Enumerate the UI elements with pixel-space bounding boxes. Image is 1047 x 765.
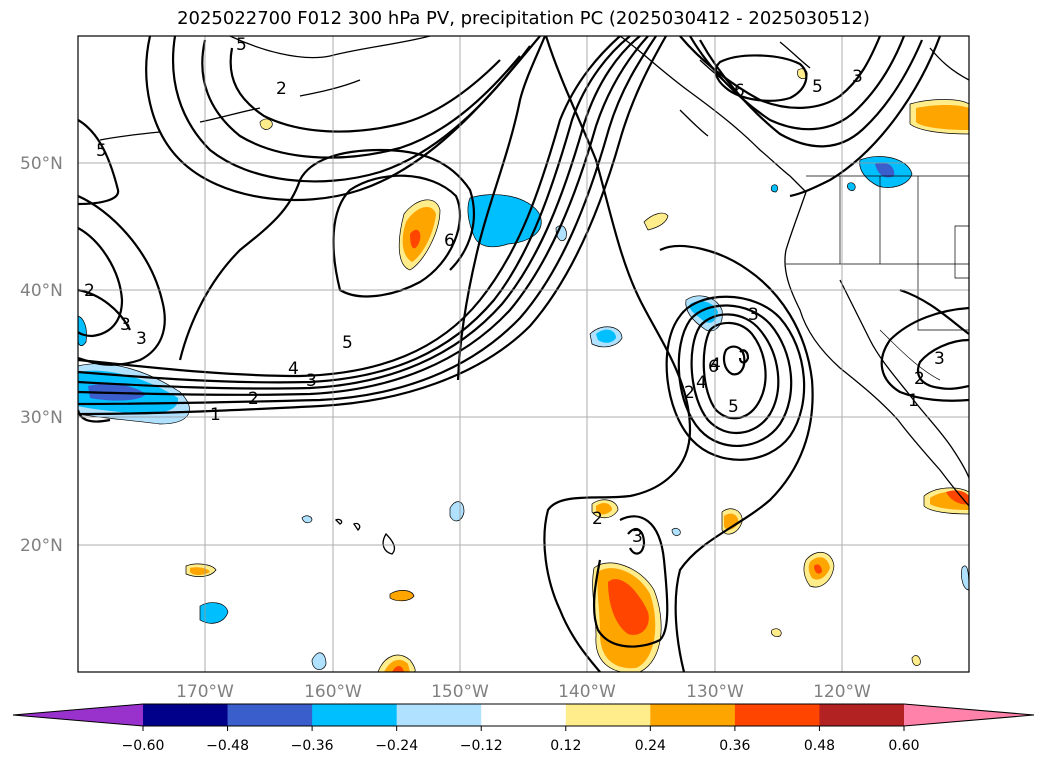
colorbar-tick-label: −0.36 [291, 738, 334, 754]
colorbar-segment [143, 704, 229, 726]
contour-label: 2 [276, 79, 287, 99]
lon-label-140w: 140°W [558, 682, 616, 702]
contour-label: 3 [632, 527, 643, 547]
contour-label: 2 [592, 509, 603, 529]
contour-label: 3 [120, 315, 131, 335]
contour-label: 5 [236, 35, 247, 55]
contour-label: 5 [812, 77, 823, 97]
lon-label-120w: 120°W [813, 682, 871, 702]
contour-label: 4 [710, 355, 721, 375]
colorbar-tick-label: 0.24 [635, 738, 666, 754]
longitude-labels: 170°W 160°W 150°W 140°W 130°W 120°W [176, 682, 871, 702]
lon-label-150w: 150°W [431, 682, 489, 702]
contour-label: 3 [306, 371, 317, 391]
colorbar-tick-label: −0.24 [375, 738, 418, 754]
contour-labels: 5 2 3 6 5 2 3 4 5 6 1 2 3 4 5 3 2 3 4 5 … [84, 35, 945, 547]
pv-contours [78, 36, 969, 672]
contour-label: 5 [342, 333, 353, 353]
lon-label-170w: 170°W [176, 682, 234, 702]
contour-label: 3 [136, 329, 147, 349]
colorbar-segment [481, 704, 567, 726]
contour-label: 1 [210, 405, 221, 425]
contour-label: 3 [748, 305, 759, 325]
colorbar-tick-label: 0.12 [550, 738, 581, 754]
lat-label-30: 30°N [20, 408, 63, 428]
contour-label: 3 [934, 349, 945, 369]
colorbar-tick-label: 0.60 [888, 738, 919, 754]
colorbar-tick-label: −0.12 [460, 738, 503, 754]
contour-label: 1 [908, 391, 919, 411]
lat-label-40: 40°N [20, 281, 63, 301]
contour-label: 3 [852, 67, 863, 87]
chart-title: 2025022700 F012 300 hPa PV, precipitatio… [177, 8, 870, 29]
contour-label: 2 [684, 383, 695, 403]
colorbar-segment [227, 704, 313, 726]
contour-label: 2 [248, 389, 259, 409]
map-area: 5 2 3 6 5 2 3 4 5 6 1 2 3 4 5 3 2 3 4 5 … [78, 35, 969, 672]
colorbar-tick-label: 0.48 [804, 738, 835, 754]
contour-label: 4 [288, 359, 299, 379]
gridlines [78, 36, 969, 672]
colorbar-tick-label: −0.48 [206, 738, 249, 754]
colorbar-extend-low [13, 704, 143, 726]
colorbar-segment [650, 704, 736, 726]
contour-label: 5 [96, 141, 107, 161]
colorbar-segment [819, 704, 905, 726]
contour-label: 2 [914, 369, 925, 389]
lon-label-130w: 130°W [686, 682, 744, 702]
coastlines [99, 36, 969, 555]
contour-label: 2 [84, 281, 95, 301]
lon-label-160w: 160°W [304, 682, 362, 702]
borders [786, 175, 969, 381]
latitude-labels: 50°N 40°N 30°N 20°N [20, 154, 63, 556]
lat-label-50: 50°N [20, 154, 63, 174]
map-frame [77, 35, 970, 673]
colorbar-segment [312, 704, 398, 726]
colorbar-segment [565, 704, 651, 726]
contour-label: 6 [708, 357, 719, 377]
contour-label: 4 [696, 373, 707, 393]
contour-label: 5 [728, 397, 739, 417]
colorbar-tick-label: −0.60 [122, 738, 165, 754]
colorbar-extend-high [904, 704, 1034, 726]
contour-label: 6 [734, 81, 745, 101]
colorbar-segment [396, 704, 482, 726]
lat-label-20: 20°N [20, 536, 63, 556]
colorbar-segment [734, 704, 820, 726]
contour-label: 6 [444, 231, 455, 251]
colorbar: −0.60 −0.48 −0.36 −0.24 −0.12 0.12 0.24 0.36 0.4… [12, 703, 1035, 754]
colorbar-tick-label: 0.36 [719, 738, 750, 754]
